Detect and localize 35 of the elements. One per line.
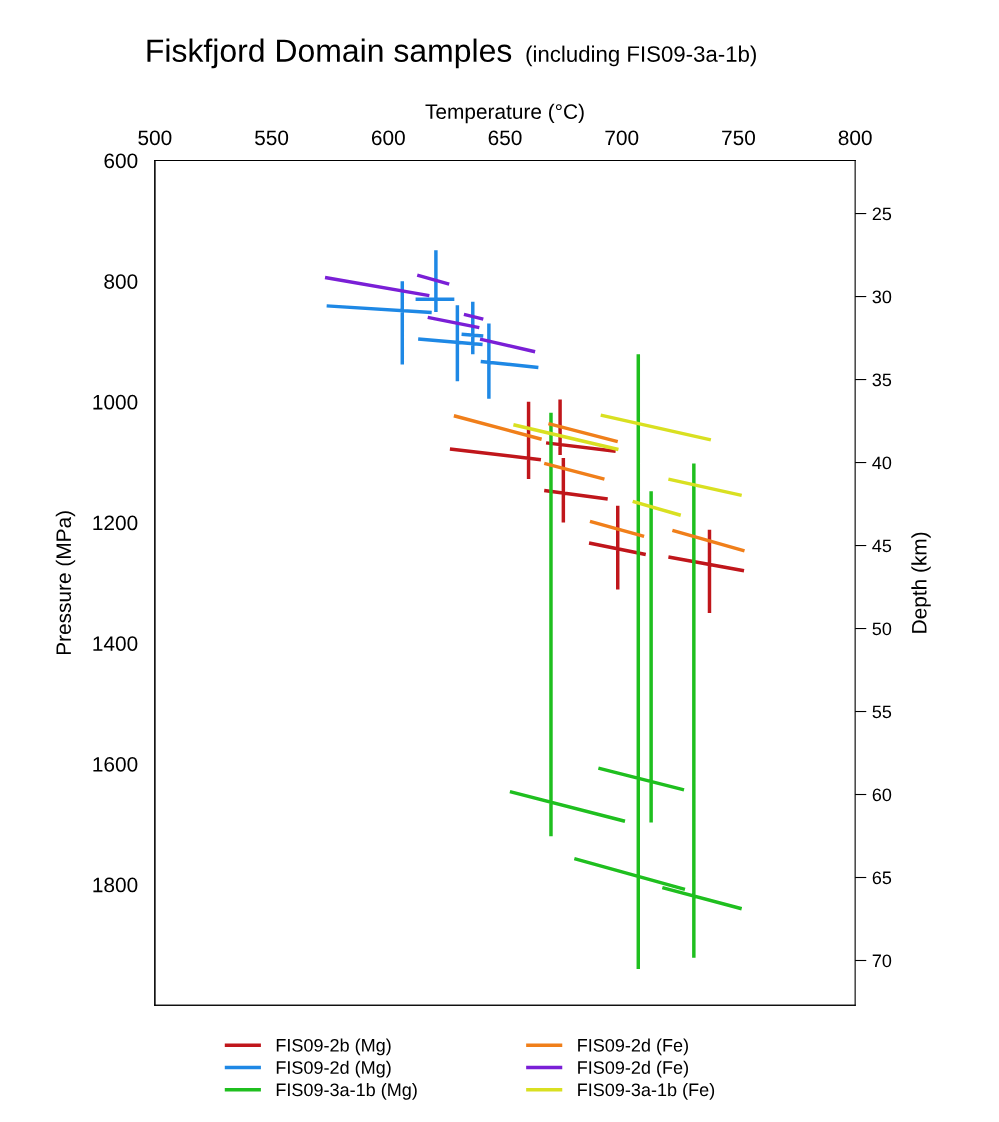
y2-tick-label: 65 bbox=[872, 871, 892, 885]
y2-axis-title: Depth (km) bbox=[911, 532, 931, 633]
chart-subtitle: (including FIS09-3a-1b) bbox=[526, 45, 756, 67]
y2-tick-label: 55 bbox=[872, 705, 892, 719]
y2-tick-label: 45 bbox=[872, 539, 892, 553]
y-tick-label: 800 bbox=[104, 274, 138, 289]
legend-label: FIS09-2d (Fe) bbox=[578, 1038, 688, 1056]
legend-label: FIS09-3a-1b (Fe) bbox=[578, 1082, 715, 1100]
y-tick-label: 1000 bbox=[93, 394, 138, 410]
y2-tick-label: 25 bbox=[872, 207, 892, 221]
y-tick-label: 600 bbox=[104, 153, 138, 169]
x-tick-label: 800 bbox=[838, 130, 872, 146]
legend-label: FIS09-2d (Fe) bbox=[578, 1060, 688, 1078]
x-tick-label: 500 bbox=[138, 130, 172, 146]
legend-label: FIS09-3a-1b (Mg) bbox=[276, 1082, 417, 1100]
y2-tick-label: 30 bbox=[872, 290, 892, 304]
x-tick-label: 600 bbox=[371, 130, 405, 146]
y2-tick-label: 50 bbox=[872, 622, 892, 636]
y2-tick-label: 60 bbox=[872, 788, 892, 802]
legend-label: FIS09-2d (Mg) bbox=[276, 1060, 391, 1078]
x-tick-label: 750 bbox=[722, 130, 755, 146]
y-tick-label: 1400 bbox=[93, 636, 138, 651]
y2-tick-label: 40 bbox=[872, 456, 892, 470]
x-tick-label: 700 bbox=[605, 130, 639, 146]
y2-tick-label: 35 bbox=[872, 373, 892, 387]
x-tick-label: 650 bbox=[488, 130, 522, 146]
x-axis-title: Temperature (°C) bbox=[425, 103, 584, 124]
legend-label: FIS09-2b (Mg) bbox=[276, 1038, 391, 1056]
y-tick-label: 1800 bbox=[93, 877, 138, 893]
chart-title: Fiskfjord Domain samples bbox=[147, 38, 512, 69]
y2-tick-label: 70 bbox=[872, 954, 892, 968]
y-axis-title: Pressure (MPa) bbox=[55, 511, 76, 655]
x-tick-label: 550 bbox=[255, 130, 289, 146]
y-tick-label: 1600 bbox=[93, 756, 138, 772]
y-tick-label: 1200 bbox=[93, 515, 138, 531]
